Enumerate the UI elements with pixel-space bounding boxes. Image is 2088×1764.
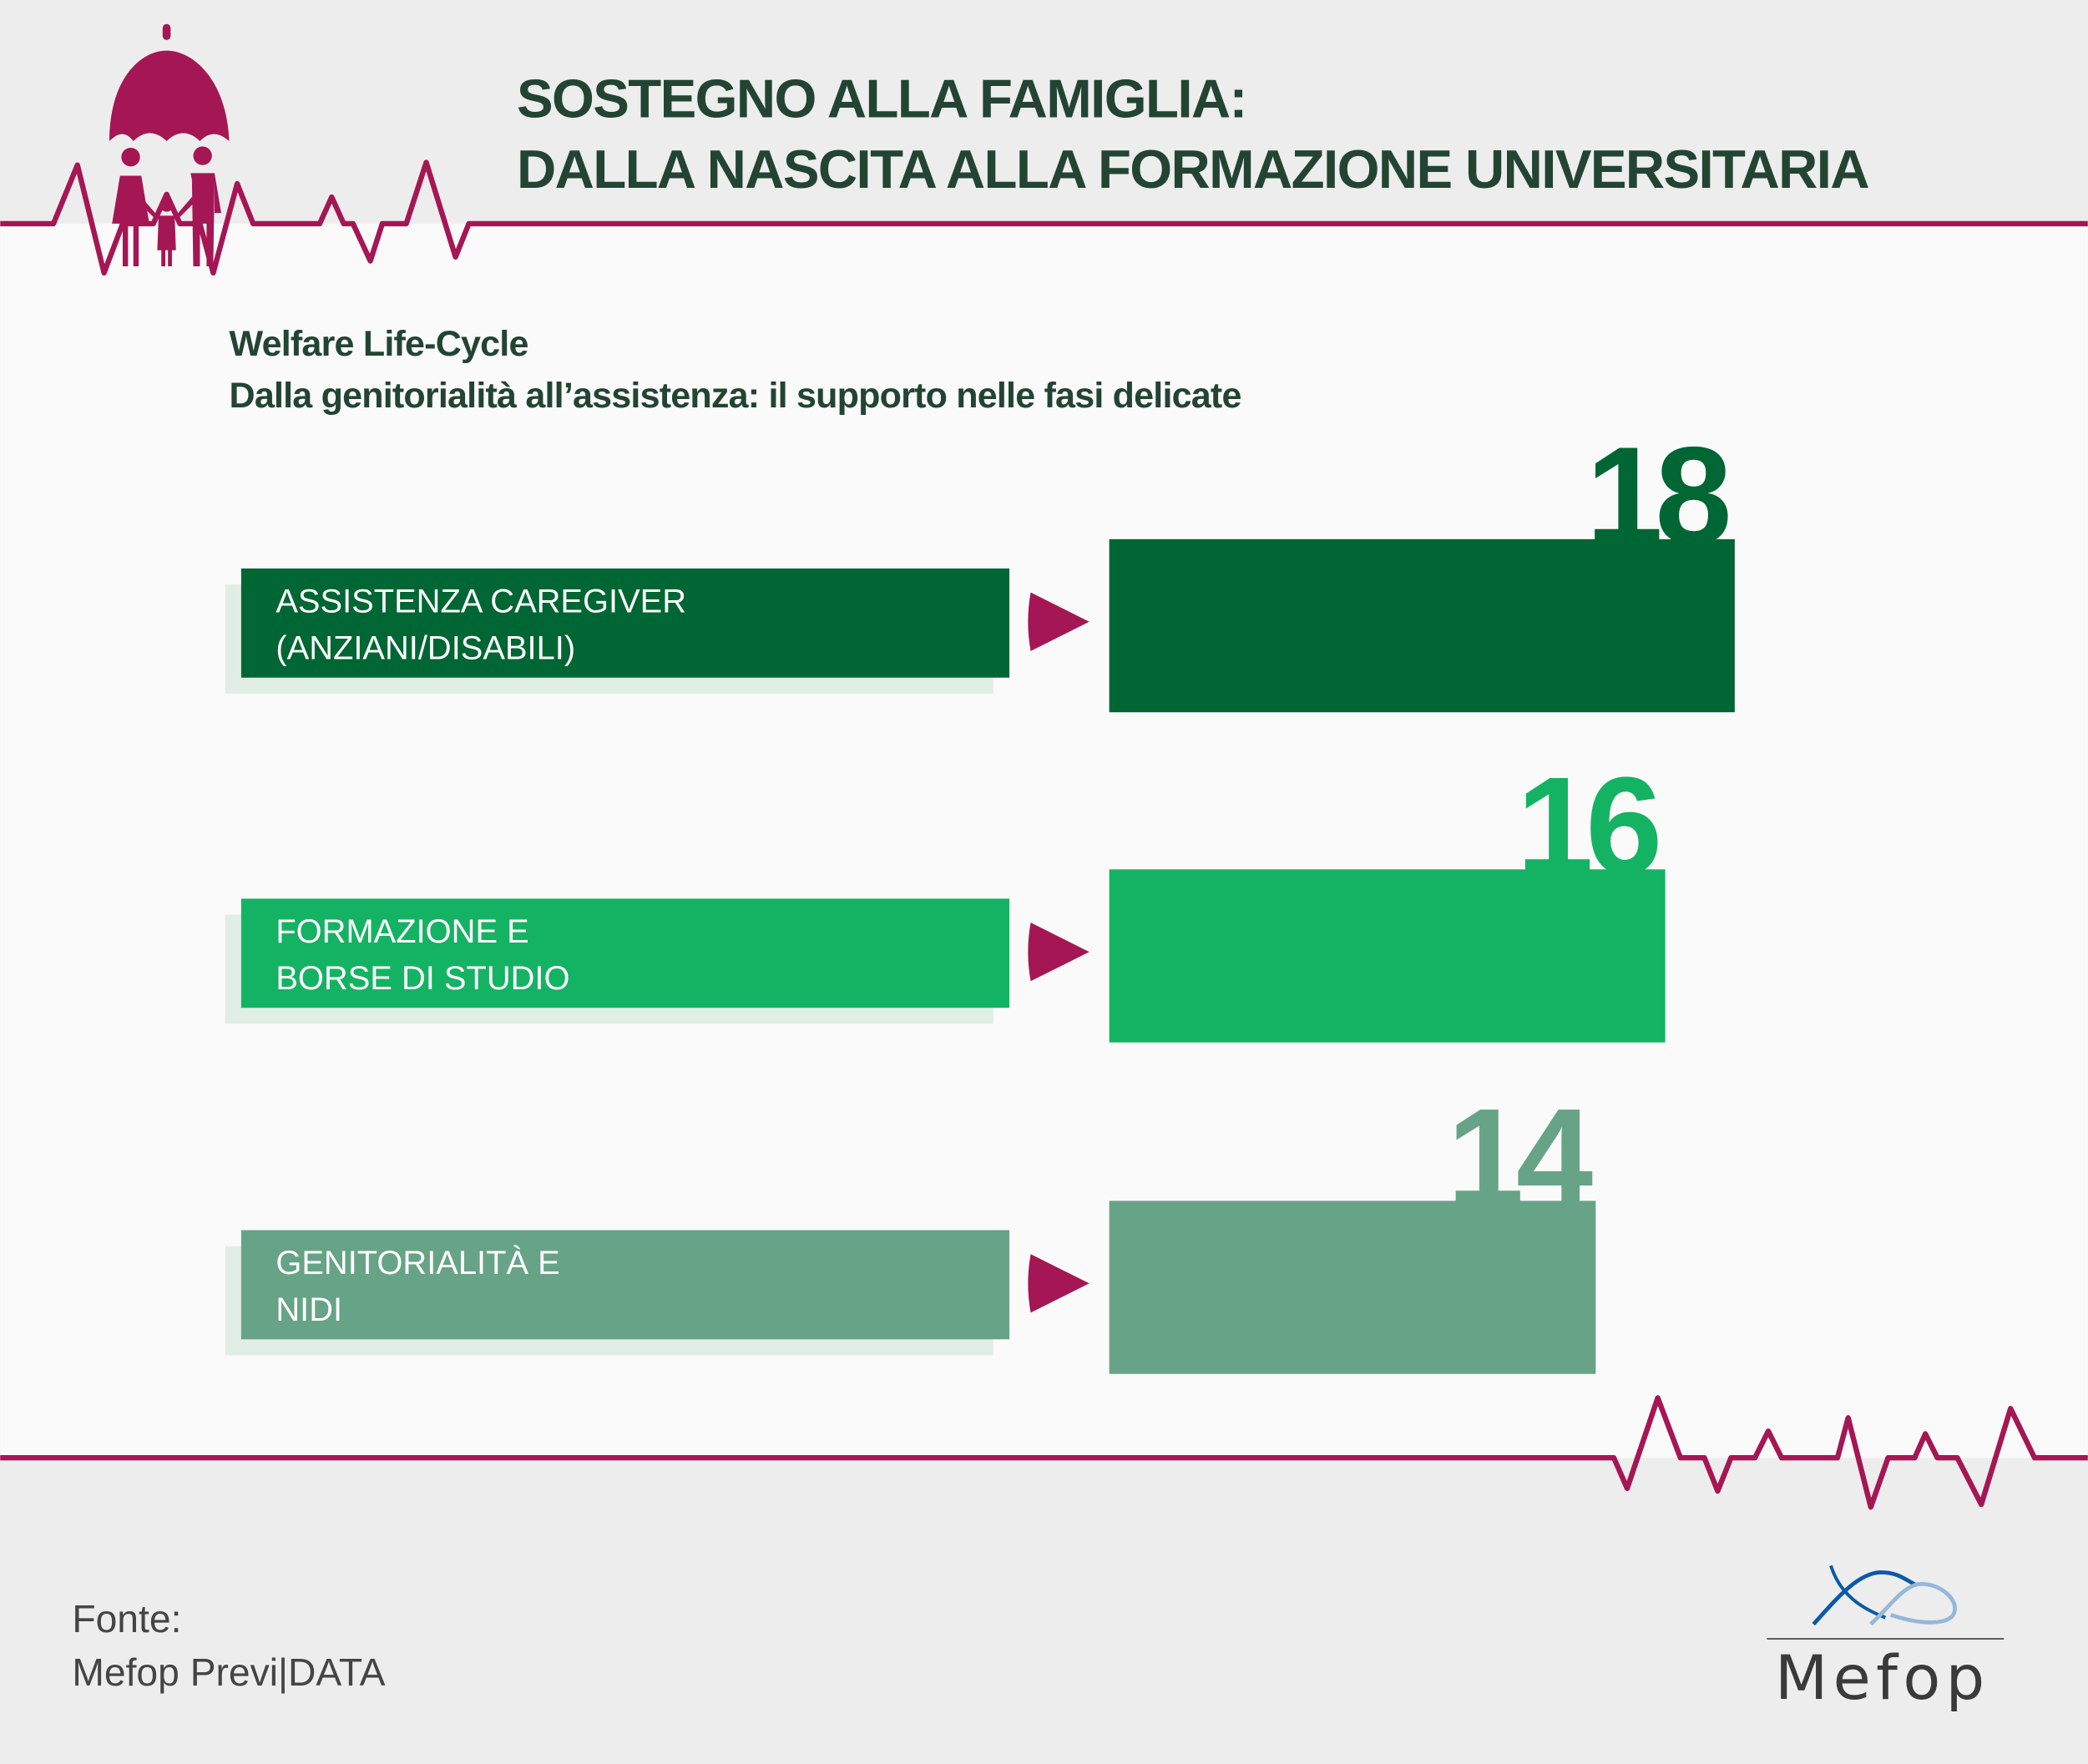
chart-title: Welfare Life-Cycle [230, 324, 528, 364]
category-label: (ANZIANI/DISABILI) [276, 629, 575, 666]
arrow-icon [1028, 592, 1090, 651]
value-label: 18 [1586, 419, 1729, 574]
page-title-line2: DALLA NASCITA ALLA FORMAZIONE UNIVERSITA… [517, 139, 1868, 200]
bar [1109, 1200, 1596, 1374]
category-label: FORMAZIONE E [276, 913, 528, 950]
bar [1109, 869, 1666, 1043]
category-label-box [240, 568, 1010, 678]
source-label: Fonte: [72, 1597, 181, 1640]
category-label: BORSE DI STUDIO [276, 960, 569, 997]
heartbeat-line-top [0, 159, 2088, 276]
arrow-icon [1028, 922, 1090, 982]
mefop-logo: Mefop [1767, 1564, 2005, 1714]
bar-row: ASSISTENZA CAREGIVER (ANZIANI/DISABILI) 18 [225, 419, 1737, 713]
category-label-box [240, 1230, 1010, 1340]
bar [1109, 538, 1735, 713]
page-title-line1: SOSTEGNO ALLA FAMIGLIA: [517, 68, 1246, 129]
heartbeat-line-bottom [0, 1395, 2088, 1510]
category-label: GENITORIALITÀ E [276, 1244, 559, 1281]
logo-text: Mefop [1775, 1643, 1990, 1714]
bar-chart: ASSISTENZA CAREGIVER (ANZIANI/DISABILI) 18… [225, 419, 1737, 1374]
arrow-icon [1028, 1254, 1090, 1313]
bar-row: FORMAZIONE E BORSE DI STUDIO 16 [225, 749, 1666, 1043]
category-label: NIDI [276, 1291, 342, 1328]
chart-subtitle: Dalla genitorialità all’assistenza: il s… [230, 376, 1241, 416]
source-value: Mefop Previ|DATA [72, 1650, 385, 1694]
category-label: ASSISTENZA CAREGIVER [276, 584, 686, 620]
category-label-box [240, 898, 1010, 1008]
bar-row: GENITORIALITÀ E NIDI 14 [225, 1080, 1600, 1374]
value-label: 14 [1447, 1080, 1593, 1235]
value-label: 16 [1516, 749, 1658, 903]
